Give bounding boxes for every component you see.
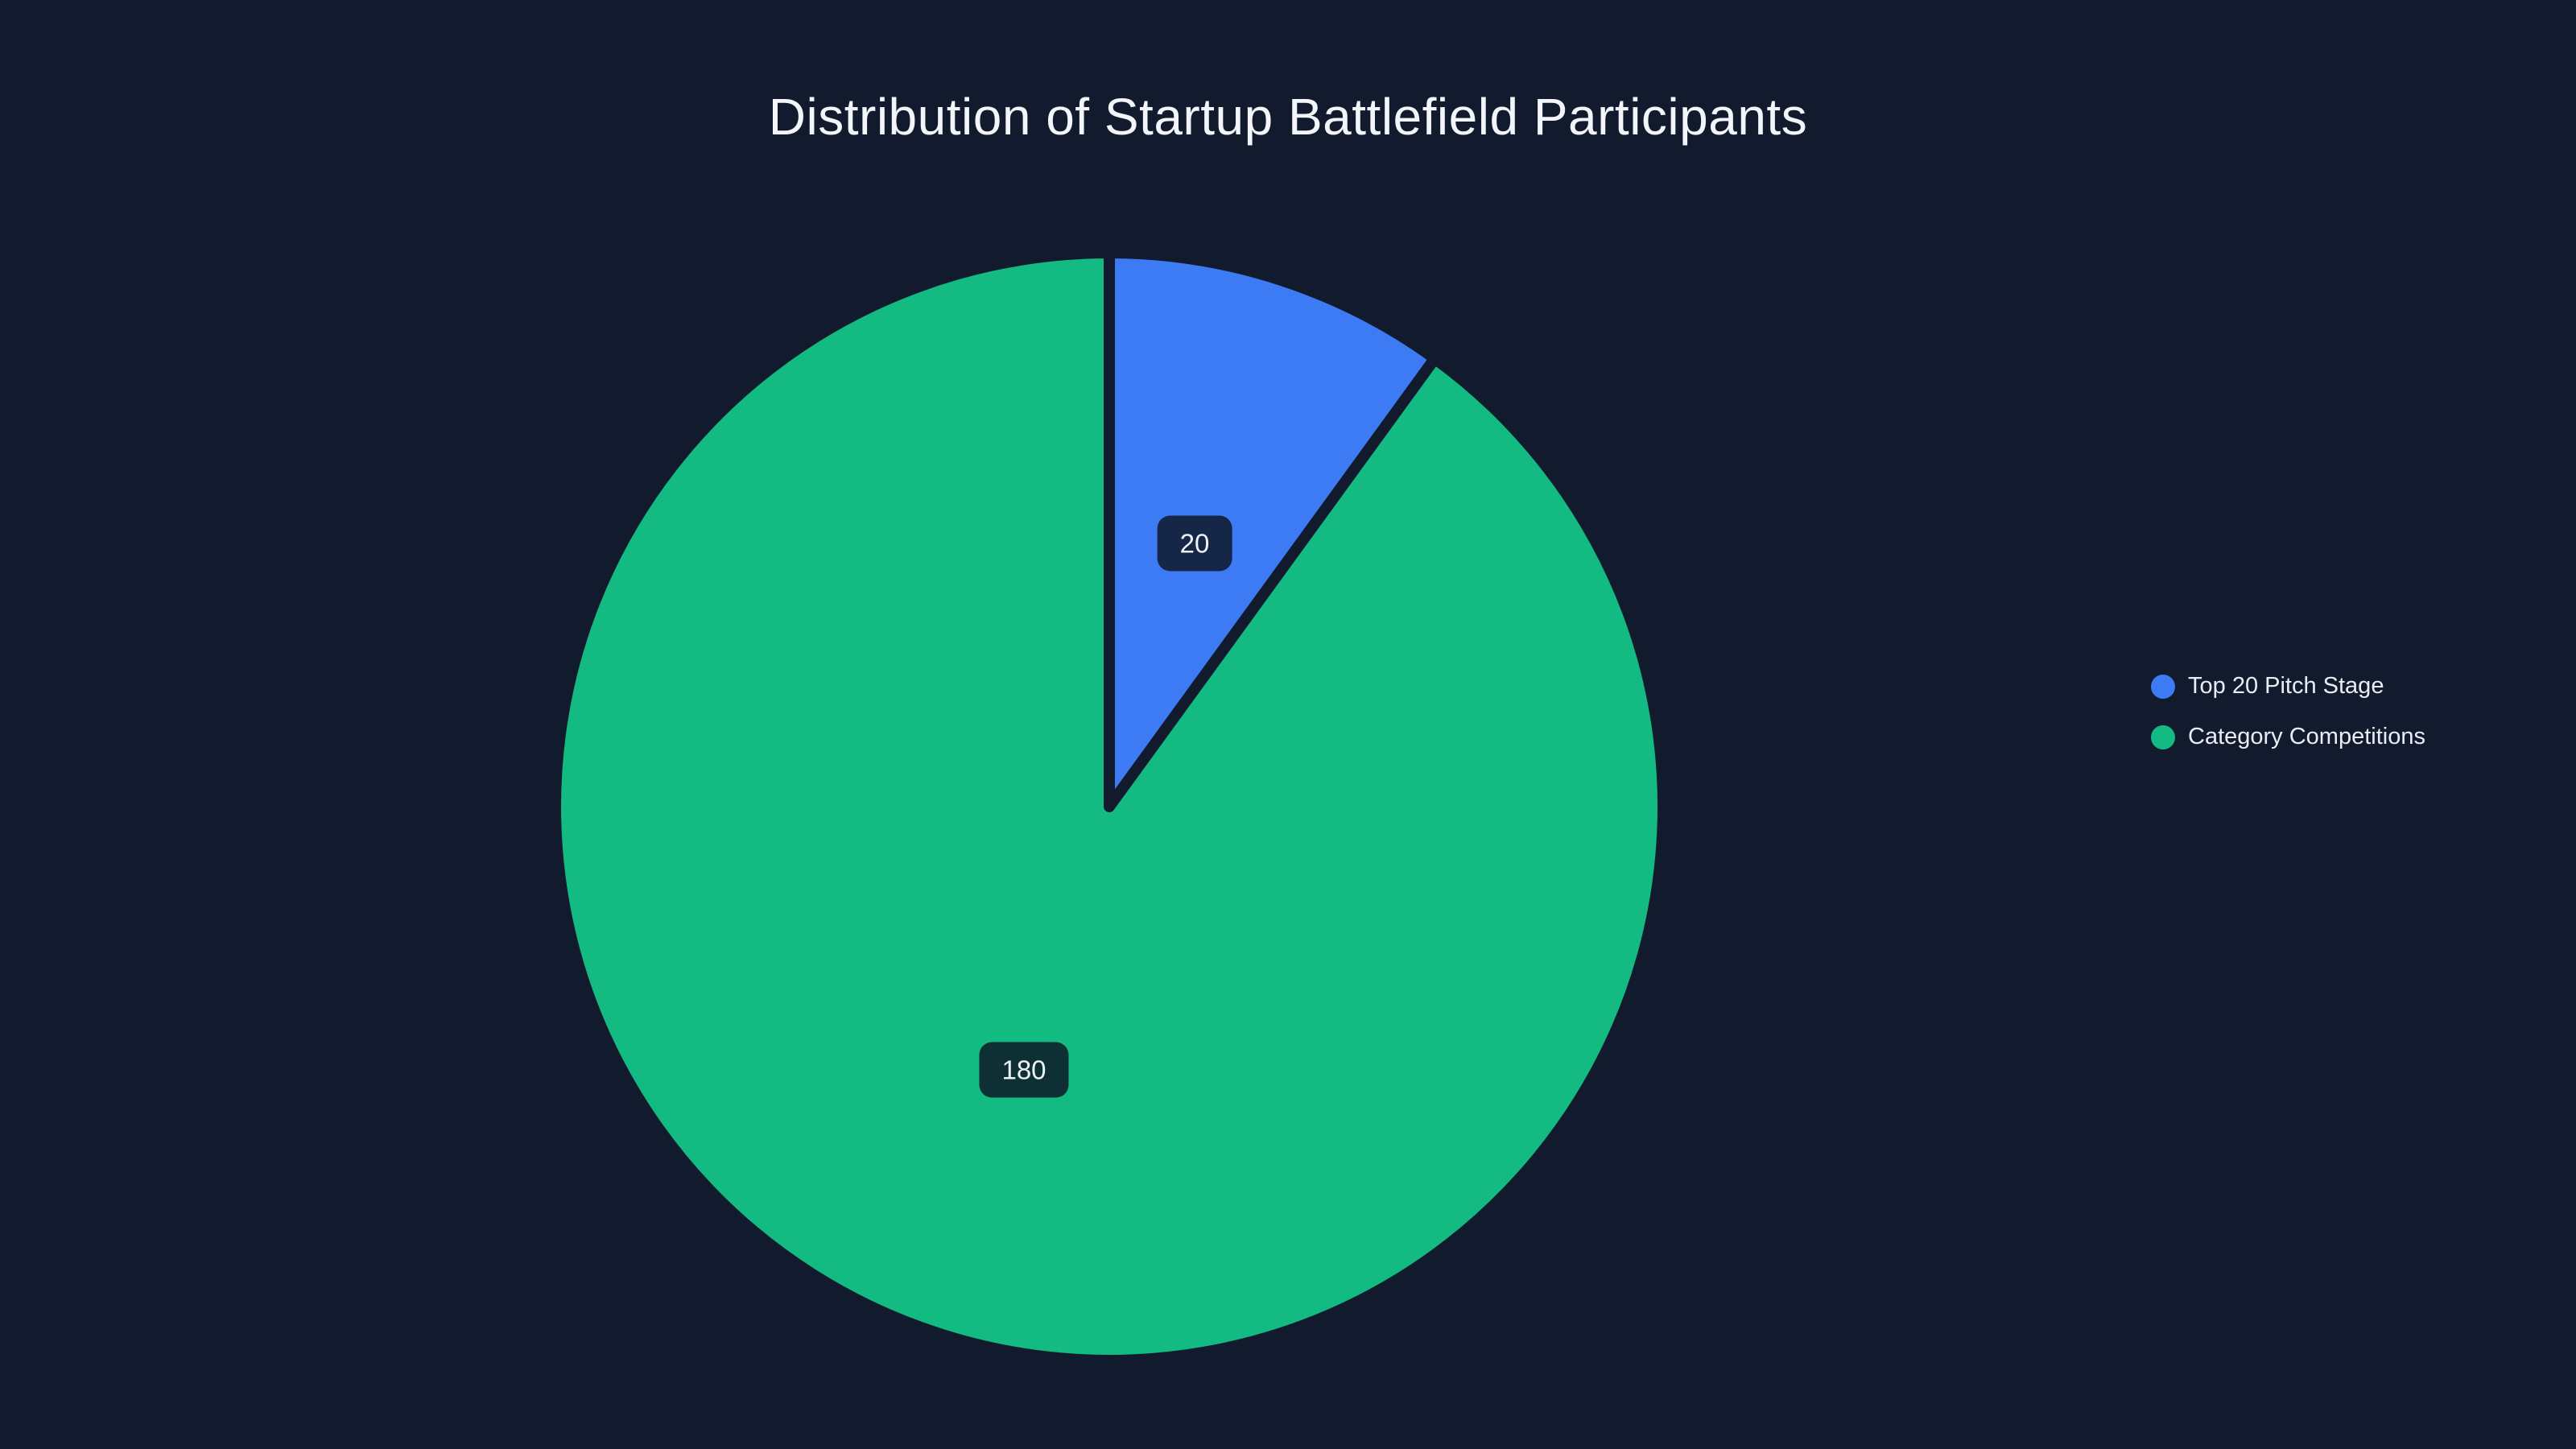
legend-item-label: Category Competitions: [2188, 724, 2425, 749]
legend-dot-icon: [2151, 724, 2175, 749]
slice-value-label-0: 20: [1157, 515, 1232, 572]
chart-title: Distribution of Startup Battlefield Part…: [768, 88, 1808, 146]
legend-item-label: Top 20 Pitch Stage: [2188, 673, 2384, 699]
legend-item-1[interactable]: Category Competitions: [2151, 724, 2425, 750]
chart-legend: Top 20 Pitch Stage Category Competitions: [2151, 673, 2425, 750]
legend-item-0[interactable]: Top 20 Pitch Stage: [2151, 673, 2425, 700]
slice-value-label-1: 180: [979, 1042, 1069, 1098]
pie-slice-0[interactable]: [1104, 247, 1441, 812]
pie-svg: [550, 247, 1669, 1366]
legend-dot-icon: [2151, 674, 2175, 699]
pie-slice-1[interactable]: [550, 247, 1669, 1366]
